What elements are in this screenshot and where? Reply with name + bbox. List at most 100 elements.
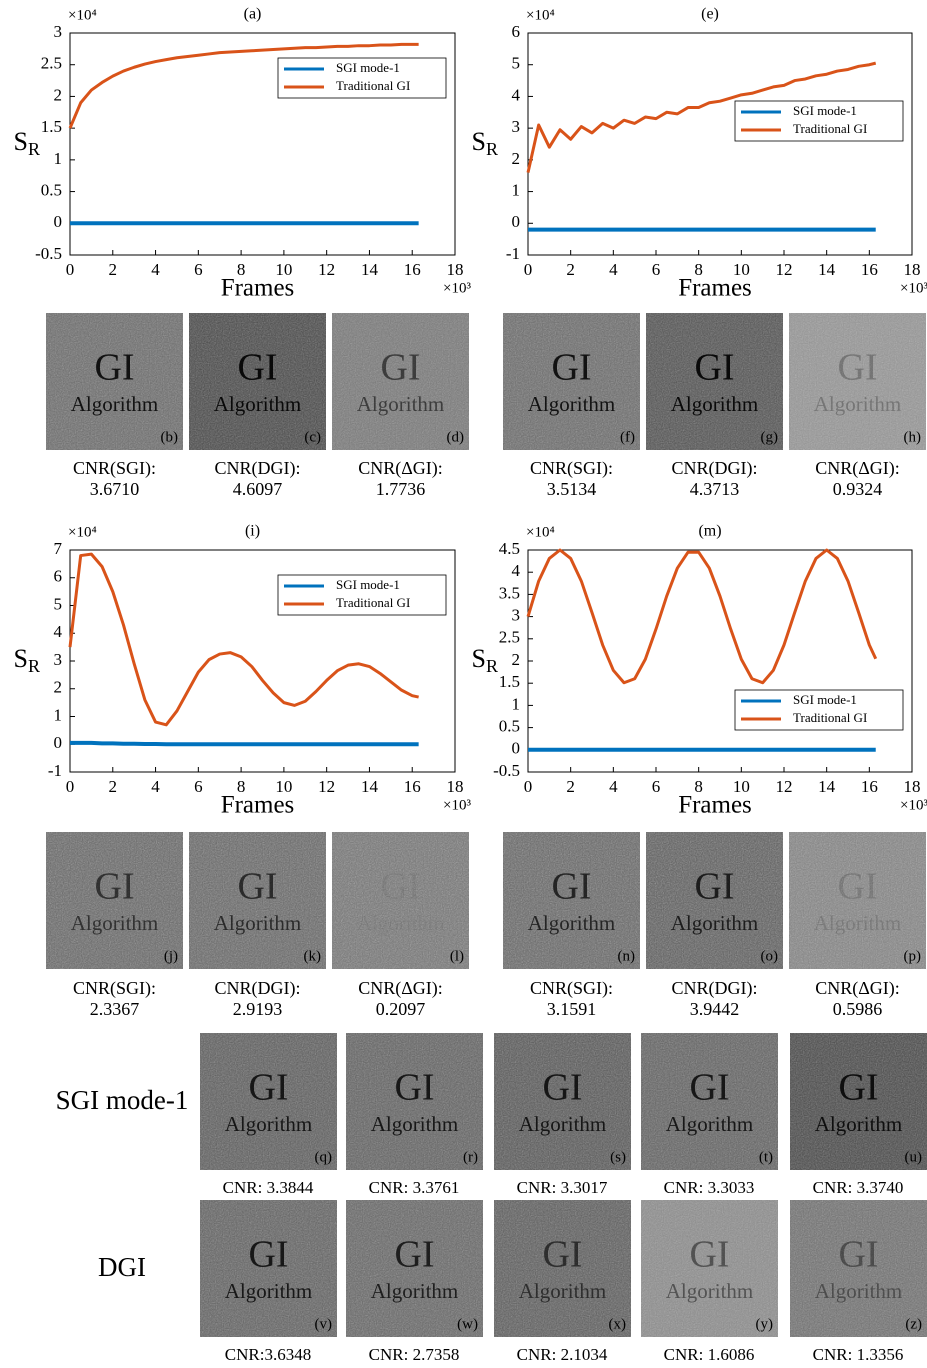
image-text-title: GI xyxy=(237,865,277,907)
panel-caption: 0.5986 xyxy=(833,999,883,1019)
y-tick-label: 2.5 xyxy=(499,628,520,647)
legend-label: Traditional GI xyxy=(336,78,410,93)
image-panel: GI Algorithm(s) xyxy=(494,1033,631,1170)
data-line xyxy=(526,61,877,173)
legend-label: Traditional GI xyxy=(793,121,867,136)
image-text-subtitle: Algorithm xyxy=(371,1112,459,1136)
x-tick-label: 4 xyxy=(151,260,160,279)
x-tick-label: 12 xyxy=(318,260,335,279)
image-text-title: GI xyxy=(837,865,877,907)
image-noise xyxy=(346,1200,483,1337)
panel-caption: CNR: 1.3356 xyxy=(813,1345,904,1364)
image-panel: GI Algorithm(y) xyxy=(641,1200,778,1337)
image-noise xyxy=(46,313,183,450)
data-line xyxy=(68,552,419,727)
image-noise xyxy=(189,832,326,969)
panel-caption: CNR(DGI): xyxy=(672,978,758,999)
x-axis-label: Frames xyxy=(678,792,752,819)
legend-label: Traditional GI xyxy=(336,595,410,610)
plot-frame xyxy=(527,549,913,773)
y-tick-label: 0 xyxy=(54,733,63,752)
image-text-title: GI xyxy=(837,346,877,388)
image-text-subtitle: Algorithm xyxy=(225,1279,313,1303)
panel-caption: CNR: 3.3844 xyxy=(223,1178,314,1197)
panel-caption: CNR(DGI): xyxy=(672,458,758,479)
x-tick-label: 8 xyxy=(237,260,246,279)
image-text-title: GI xyxy=(394,1066,434,1108)
x-tick-label: 0 xyxy=(66,777,75,796)
y-tick-label: 3.5 xyxy=(499,583,520,602)
image-text-title: GI xyxy=(94,346,134,388)
x-tick-label: 10 xyxy=(733,777,750,796)
legend-label: SGI mode-1 xyxy=(336,60,400,75)
x-tick-label: 18 xyxy=(904,777,921,796)
y-axis-label-sub: R xyxy=(486,656,498,676)
x-tick-label: 14 xyxy=(361,260,379,279)
x-tick-label: 4 xyxy=(609,260,618,279)
panel-label: (j) xyxy=(164,948,178,964)
x-tick-label: 16 xyxy=(404,777,421,796)
image-panel: GI Algorithm(d) xyxy=(332,313,469,450)
panel-label: (t) xyxy=(759,1149,773,1165)
image-noise xyxy=(646,832,783,969)
image-panel: GI Algorithm (l) xyxy=(332,832,469,969)
panel-label: (w) xyxy=(457,1316,478,1332)
x-tick-label: 10 xyxy=(733,260,750,279)
panel-caption: CNR(ΔGI): xyxy=(358,978,443,999)
image-panel: GI Algorithm (r) xyxy=(346,1033,483,1170)
y-tick-label: 2 xyxy=(54,85,63,104)
image-text-subtitle: Algorithm xyxy=(666,1112,754,1136)
x-tick-label: 8 xyxy=(237,777,246,796)
legend-label: SGI mode-1 xyxy=(793,692,857,707)
image-panel: GI Algorithm(c) xyxy=(189,313,326,450)
image-text-title: GI xyxy=(551,346,591,388)
x-tick-label: 0 xyxy=(524,260,533,279)
panel-caption: CNR(SGI): xyxy=(73,458,156,479)
image-noise xyxy=(200,1200,337,1337)
image-text-subtitle: Algorithm xyxy=(371,1279,459,1303)
y-tick-label: 6 xyxy=(512,22,521,41)
image-text-subtitle: Algorithm xyxy=(357,392,445,416)
y-axis-label-sub: R xyxy=(28,139,40,159)
image-text-subtitle: Algorithm xyxy=(71,911,159,935)
panel-caption: CNR(ΔGI): xyxy=(815,458,900,479)
x-multiplier: ×10³ xyxy=(900,797,927,813)
y-tick-label: 3 xyxy=(54,650,63,669)
image-noise xyxy=(790,1200,927,1337)
x-tick-label: 2 xyxy=(109,777,118,796)
image-text-subtitle: Algorithm xyxy=(519,1112,607,1136)
x-tick-label: 14 xyxy=(361,777,379,796)
image-panel: GI Algorithm(u) xyxy=(790,1033,927,1170)
panel-caption: CNR(SGI): xyxy=(530,458,613,479)
image-noise xyxy=(332,313,469,450)
image-panel: GI Algorithm (j) xyxy=(46,832,183,969)
y-tick-label: 1 xyxy=(54,149,63,168)
panel-caption: CNR: 2.1034 xyxy=(517,1345,608,1364)
panel-label: (r) xyxy=(463,1149,478,1165)
panel-label: (h) xyxy=(904,429,922,445)
x-tick-label: 8 xyxy=(694,777,703,796)
panel-label: (d) xyxy=(447,429,465,445)
image-text-subtitle: Algorithm xyxy=(815,1279,903,1303)
plot-frame xyxy=(527,32,913,256)
x-tick-label: 8 xyxy=(694,260,703,279)
y-tick-label: -0.5 xyxy=(493,761,520,780)
plot-frame xyxy=(69,32,456,256)
y-tick-label: 1.5 xyxy=(499,672,520,691)
panel-label: (c) xyxy=(304,429,321,445)
image-text-title: GI xyxy=(838,1233,878,1275)
y-axis-label-sub: R xyxy=(28,656,40,676)
y-multiplier: ×10⁴ xyxy=(68,7,97,23)
legend-label: SGI mode-1 xyxy=(336,577,400,592)
x-tick-label: 6 xyxy=(652,777,661,796)
image-panel: GI Algorithm (f) xyxy=(503,313,640,450)
legend-box xyxy=(277,574,447,616)
y-multiplier: ×10⁴ xyxy=(526,7,555,23)
y-tick-label: 4.5 xyxy=(499,539,520,558)
row-label: DGI xyxy=(98,1252,146,1282)
panel-caption: 0.9324 xyxy=(833,479,883,499)
legend-box xyxy=(734,100,904,142)
image-text-title: GI xyxy=(94,865,134,907)
y-tick-label: 1 xyxy=(512,180,521,199)
panel-label: (f) xyxy=(620,429,635,445)
